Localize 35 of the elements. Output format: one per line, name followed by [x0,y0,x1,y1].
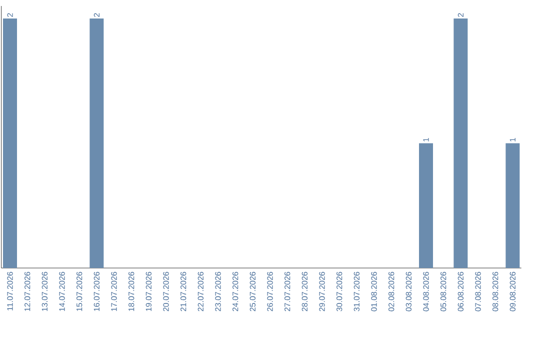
data-label: 2 [458,13,464,17]
x-tick-label: 14.07.2026 [59,272,65,311]
x-tick-label: 11.07.2026 [7,272,13,310]
x-tick-label: 30.07.2026 [336,272,342,312]
x-tick-label: 07.08.2026 [475,272,481,312]
x-tick-label: 28.07.2026 [302,272,308,312]
x-tick-label: 17.07.2026 [111,272,117,311]
x-tick-label: 02.08.2026 [388,272,394,312]
x-tick-label: 24.07.2026 [232,272,238,312]
x-tick-label: 05.08.2026 [440,272,446,312]
x-tick-label: 18.07.2026 [128,272,134,311]
x-tick-label: 20.07.2026 [163,272,169,312]
x-tick-label: 16.07.2026 [94,272,100,311]
data-label: 2 [7,13,13,17]
x-tick-label: 15.07.2026 [76,272,82,311]
x-tick-label: 06.08.2026 [458,272,464,312]
x-tick-label: 22.07.2026 [198,272,204,312]
x-tick-label: 12.07.2026 [24,272,30,311]
x-tick-label: 23.07.2026 [215,272,221,312]
x-tick-label: 09.08.2026 [510,272,516,312]
x-tick-label: 04.08.2026 [423,272,429,312]
x-tick-label: 08.08.2026 [492,272,498,312]
x-tick-label: 27.07.2026 [284,272,290,312]
x-tick-label: 19.07.2026 [146,272,152,311]
x-tick-label: 29.07.2026 [319,272,325,312]
x-tick-label: 03.08.2026 [406,272,412,312]
data-label: 1 [423,138,429,142]
x-tick-label: 21.07.2026 [180,272,186,312]
x-tick-label: 31.07.2026 [354,272,360,312]
x-tick-label: 13.07.2026 [42,272,48,311]
data-label: 2 [94,13,100,17]
x-tick-label: 25.07.2026 [250,272,256,312]
data-label: 1 [510,138,516,142]
x-tick-label: 01.08.2026 [371,272,377,312]
x-tick-label: 26.07.2026 [267,272,273,312]
